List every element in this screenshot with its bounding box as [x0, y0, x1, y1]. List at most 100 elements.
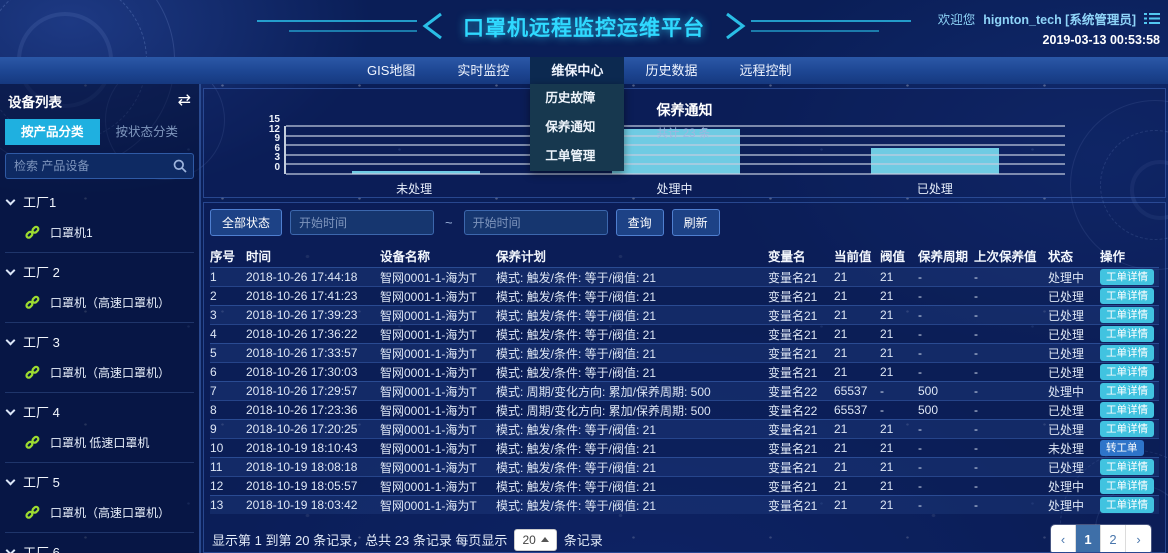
cell-no: 2	[210, 289, 217, 303]
table-row: 10 2018-10-19 18:10:43 智网0001-1-海为T 模式: 触发/…	[210, 438, 1159, 457]
page-button-1[interactable]: 1	[1076, 525, 1101, 552]
start-time-input[interactable]	[290, 210, 435, 235]
cell-time: 2018-10-19 18:10:43	[246, 441, 358, 455]
cell-last: -	[974, 422, 978, 436]
tree-group-header-factory-5[interactable]: 工厂 5	[5, 463, 194, 498]
cell-period: -	[918, 327, 922, 341]
chevron-down-icon	[5, 335, 16, 345]
sidebar-tab-by-status[interactable]: 按状态分类	[115, 125, 178, 139]
workorder-detail-button[interactable]: 工单详情	[1100, 421, 1154, 437]
column-header: 保养计划	[496, 250, 547, 264]
cell-period: 500	[918, 384, 939, 398]
cell-plan: 模式: 触发/条件: 等于/阀值: 21	[496, 479, 657, 494]
nav-item-gis-map[interactable]: GIS地图	[367, 63, 416, 78]
swap-arrows-icon[interactable]: ⇄	[177, 92, 191, 109]
cell-var_name: 变量名22	[768, 403, 818, 418]
prev-page-button[interactable]: ‹	[1051, 525, 1076, 552]
cell-device: 智网0001-1-海为T	[380, 289, 477, 304]
workorder-detail-button[interactable]: 工单详情	[1100, 345, 1154, 361]
submenu-item-history-fault[interactable]: 历史故障	[545, 91, 596, 105]
cell-status: 已处理	[1048, 346, 1085, 361]
status-filter-select[interactable]: 全部状态	[210, 209, 283, 236]
cell-var_name: 变量名21	[768, 346, 818, 361]
chart-gridline	[286, 134, 1065, 137]
cell-device: 智网0001-1-海为T	[380, 441, 477, 456]
tree-group-header-factory-3[interactable]: 工厂 3	[5, 323, 194, 358]
submenu-item-maintain-notice[interactable]: 保养通知	[545, 120, 596, 134]
cell-var_name: 变量名21	[768, 498, 818, 513]
tree-group-header-factory-2[interactable]: 工厂 2	[5, 253, 194, 288]
refresh-button[interactable]: 刷新	[671, 209, 720, 236]
cell-device: 智网0001-1-海为T	[380, 308, 477, 323]
search-icon[interactable]	[173, 159, 187, 173]
cell-var_name: 变量名21	[768, 479, 818, 494]
page-button-2[interactable]: 2	[1101, 525, 1126, 552]
table-row: 1 2018-10-26 17:44:18 智网0001-1-海为T 模式: 触发/条…	[210, 267, 1159, 286]
tree-group-label: 工厂 5	[23, 475, 60, 490]
tree-device-item[interactable]: 口罩机1	[5, 218, 194, 252]
next-page-button[interactable]: ›	[1126, 525, 1151, 552]
cell-current: 21	[834, 441, 848, 455]
tree-device-item[interactable]: 口罩机（高速口罩机）	[5, 288, 194, 322]
workorder-detail-button[interactable]: 工单详情	[1100, 326, 1154, 342]
cell-plan: 模式: 触发/条件: 等于/阀值: 21	[496, 289, 657, 304]
cell-no: 6	[210, 365, 217, 379]
cell-action: 工单详情	[1100, 421, 1159, 437]
cell-time: 2018-10-26 17:23:36	[246, 403, 358, 417]
workorder-detail-button[interactable]: 工单详情	[1100, 497, 1154, 513]
cell-period: -	[918, 308, 922, 322]
chart-y-tick-label: 0	[274, 161, 280, 173]
nav-item-realtime-monitor[interactable]: 实时监控	[457, 63, 510, 78]
chart-gridline	[286, 125, 1065, 127]
chart-subtitle: 共计 23 条	[656, 128, 711, 140]
cell-threshold: 21	[880, 270, 894, 284]
cell-device: 智网0001-1-海为T	[380, 327, 477, 342]
cell-action: 工单详情	[1100, 364, 1159, 380]
workorder-detail-button[interactable]: 工单详情	[1100, 478, 1154, 494]
workorder-detail-button[interactable]: 工单详情	[1100, 364, 1154, 380]
cell-current: 21	[834, 365, 848, 379]
tree-group-header-factory-1[interactable]: 工厂1	[5, 183, 194, 218]
query-button[interactable]: 查询	[615, 209, 664, 236]
tree-group-header-factory-4[interactable]: 工厂 4	[5, 393, 194, 428]
tree-group-header-factory-6[interactable]: 工厂 6	[5, 533, 194, 553]
workorder-detail-button[interactable]: 工单详情	[1100, 269, 1154, 285]
cell-plan: 模式: 周期/变化方向: 累加/保养周期: 500	[496, 403, 711, 418]
column-header: 状态	[1048, 250, 1074, 264]
workorder-detail-button[interactable]: 工单详情	[1100, 288, 1154, 304]
cell-action: 工单详情	[1100, 345, 1159, 361]
cell-period: -	[918, 479, 922, 493]
tree-device-item[interactable]: 口罩机 低速口罩机	[5, 428, 194, 462]
cell-threshold: 21	[880, 479, 894, 493]
nav-item-history-data[interactable]: 历史数据	[645, 63, 698, 78]
workorder-detail-button[interactable]: 工单详情	[1100, 383, 1154, 399]
workorder-detail-button[interactable]: 工单详情	[1100, 402, 1154, 418]
cell-no: 10	[210, 441, 224, 455]
nav-item-maintenance-center[interactable]: 维保中心 历史故障 保养通知 工单管理	[530, 57, 625, 171]
sidebar-tab-by-product[interactable]: 按产品分类	[5, 119, 100, 145]
cell-current: 21	[834, 327, 848, 341]
cell-threshold: 21	[880, 498, 894, 512]
cell-var_name: 变量名21	[768, 308, 818, 323]
tree-group-label: 工厂 4	[23, 405, 60, 420]
workorder-detail-button[interactable]: 工单详情	[1100, 307, 1154, 323]
cell-status: 处理中	[1048, 498, 1085, 513]
submenu-item-workorder-manage[interactable]: 工单管理	[545, 149, 596, 163]
list-menu-icon[interactable]	[1144, 12, 1160, 25]
cell-current: 21	[834, 308, 848, 322]
column-header: 序号	[210, 250, 236, 264]
nav-item-remote-control[interactable]: 远程控制	[739, 63, 792, 78]
cell-action: 工单详情	[1100, 402, 1159, 418]
device-search-input[interactable]	[5, 153, 194, 179]
workorder-detail-button[interactable]: 工单详情	[1100, 459, 1154, 475]
end-time-input[interactable]	[463, 210, 608, 235]
page-size-select[interactable]: 20	[514, 528, 557, 551]
transfer-workorder-button[interactable]: 转工单	[1100, 440, 1144, 456]
cell-plan: 模式: 触发/条件: 等于/阀值: 21	[496, 441, 657, 456]
cell-last: -	[974, 441, 978, 455]
welcome-label: 欢迎您	[937, 13, 976, 27]
cell-device: 智网0001-1-海为T	[380, 270, 477, 285]
tree-device-item[interactable]: 口罩机（高速口罩机）	[5, 358, 194, 392]
cell-no: 8	[210, 403, 217, 417]
tree-device-item[interactable]: 口罩机（高速口罩机）	[5, 498, 194, 532]
